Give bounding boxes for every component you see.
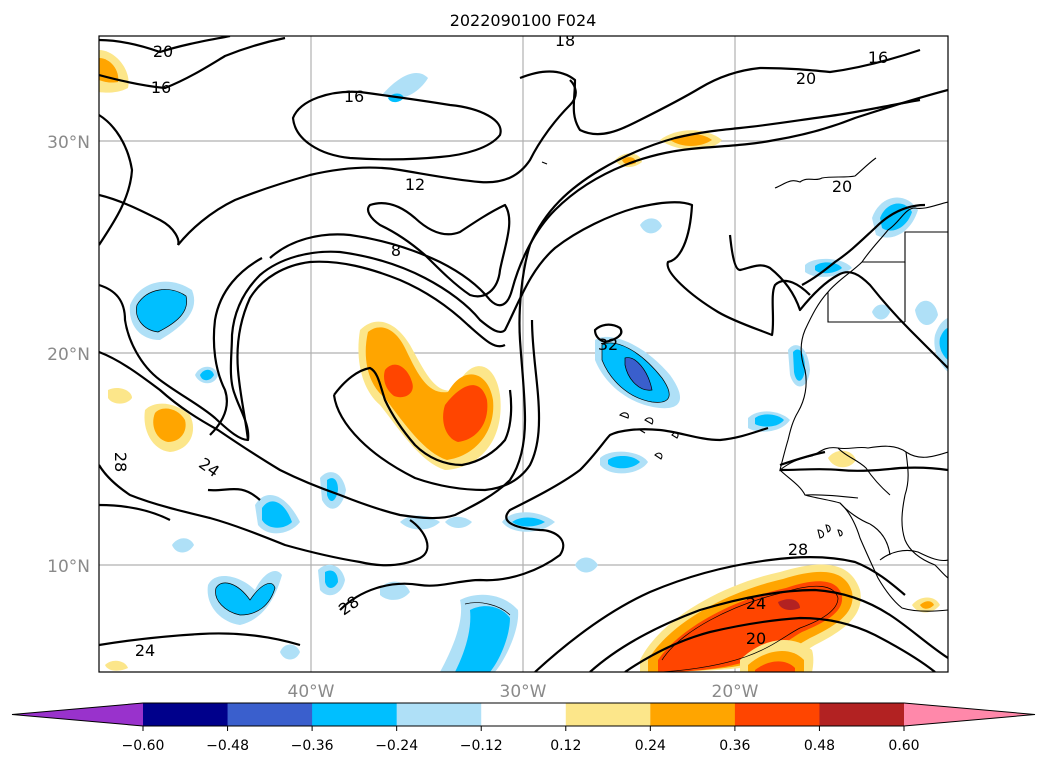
contour-label: 8 xyxy=(391,241,401,260)
colorbar-tick-label: 0.48 xyxy=(804,738,835,754)
contour-lines xyxy=(99,36,948,672)
colorbar-segment xyxy=(143,703,229,726)
contour-label: 20 xyxy=(153,42,173,61)
lon-label: 30°W xyxy=(500,682,547,702)
colorbar-segment xyxy=(734,703,820,726)
contour-label: 12 xyxy=(405,175,425,194)
contour-label: 32 xyxy=(598,335,618,354)
colorbar-tick-label: −0.48 xyxy=(206,738,249,754)
colorbar-segment xyxy=(227,703,313,726)
colorbar-segment xyxy=(312,703,398,726)
positive-anomaly-shading xyxy=(99,50,940,672)
graticule xyxy=(99,36,948,672)
colorbar-segment xyxy=(12,703,143,726)
map-content: 20 16 16 18 16 20 12 8 20 32 28 24 28 28… xyxy=(99,31,948,672)
lat-label: 20°N xyxy=(47,345,90,365)
colorbar-segment xyxy=(481,703,567,726)
colorbar-tick-label: −0.60 xyxy=(122,738,165,754)
colorbar-tick-label: −0.12 xyxy=(460,738,503,754)
colorbar-tick-label: −0.36 xyxy=(291,738,334,754)
contour-label: 16 xyxy=(151,78,171,97)
contour-label: 28 xyxy=(111,452,130,472)
map-frame xyxy=(98,35,949,673)
colorbar: −0.60 −0.48 −0.36 −0.24 −0.12 0.12 0.24 0.36 0.4… xyxy=(11,702,1036,754)
colorbar-segment xyxy=(396,703,482,726)
negative-anomaly-shading xyxy=(129,73,948,672)
colorbar-tick-label: 0.60 xyxy=(888,738,919,754)
colorbar-segment xyxy=(819,703,905,726)
lon-label: 20°W xyxy=(712,682,759,702)
colorbar-segment xyxy=(565,703,651,726)
contour-label: 20 xyxy=(796,69,816,88)
colorbar-tick-label: −0.24 xyxy=(375,738,418,754)
colorbar-segment xyxy=(650,703,736,726)
contour-label: 20 xyxy=(832,177,852,196)
shading-edges xyxy=(136,289,839,672)
colorbar-tick-label: 0.36 xyxy=(719,738,750,754)
coastlines xyxy=(541,157,948,612)
contour-label: 28 xyxy=(788,540,808,559)
lat-label: 30°N xyxy=(47,133,90,153)
contour-label: 16 xyxy=(344,87,364,106)
contour-label: 24 xyxy=(746,594,766,613)
contour-label: 20 xyxy=(746,629,766,648)
colorbar-segment xyxy=(904,703,1035,726)
colorbar-tick-label: 0.12 xyxy=(550,738,581,754)
colorbar-tick-label: 0.24 xyxy=(635,738,666,754)
lat-label: 10°N xyxy=(47,557,90,577)
lon-label: 40°W xyxy=(288,682,335,702)
contour-label: 16 xyxy=(868,48,888,67)
contour-label: 24 xyxy=(135,641,155,660)
contour-label: 18 xyxy=(555,31,575,50)
map-title: 2022090100 F024 xyxy=(450,11,597,30)
